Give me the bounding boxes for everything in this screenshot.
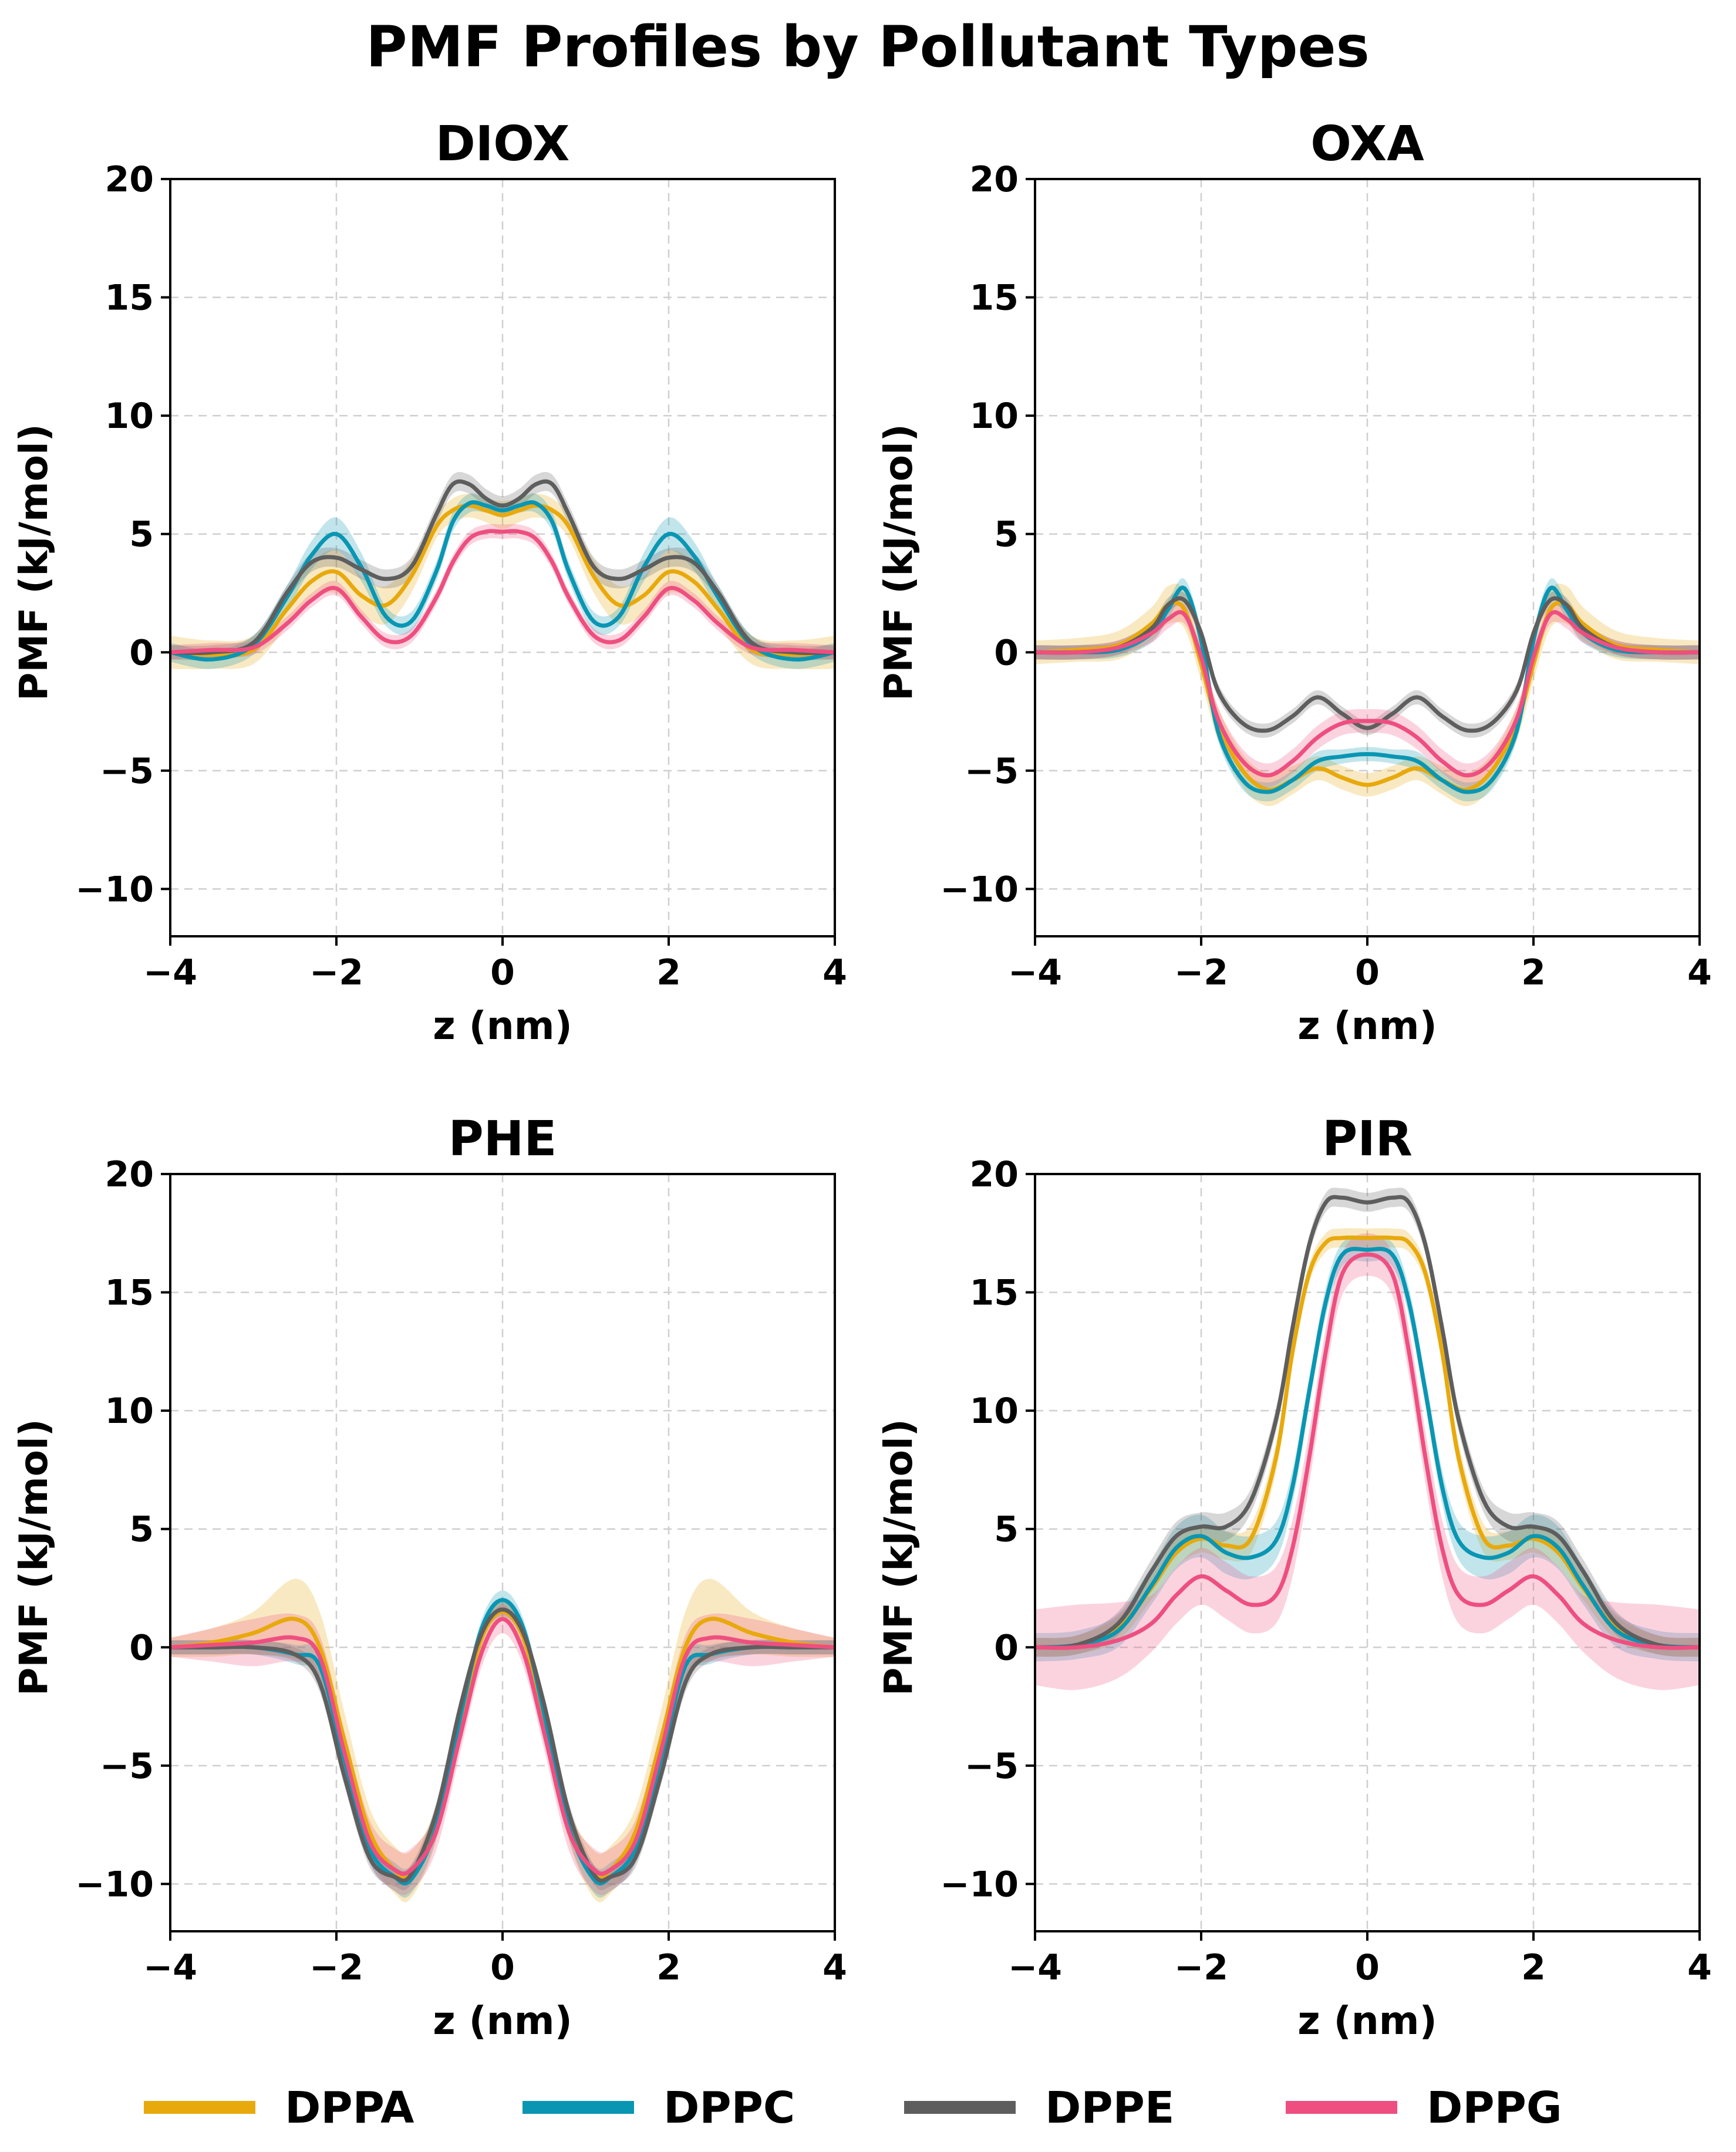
line-dppg: [170, 1617, 835, 1876]
y-tick-label: 10: [970, 396, 1019, 437]
line-dppc: [170, 1598, 835, 1885]
line-dppa: [170, 1610, 835, 1880]
x-tick-label: 2: [656, 952, 681, 993]
x-tick-label: 2: [1521, 952, 1546, 993]
line-dppa: [170, 503, 835, 657]
line-dppe: [1035, 596, 1700, 733]
y-tick-label: 5: [994, 1509, 1019, 1550]
x-tick-label: 2: [1521, 1947, 1546, 1988]
y-tick-label: 0: [129, 1627, 154, 1668]
legend-item-dppa: DPPA: [144, 2083, 414, 2133]
x-tick-label: 0: [1355, 1947, 1380, 1988]
panel-oxa: −4 −2 0 2 4 −10 −5 0 5 10 15 20 OXA z (nm) PMF (kJ/mol…: [876, 116, 1712, 1048]
figure-title: PMF Profiles by Pollutant Types: [366, 14, 1369, 80]
y-tick-label: −10: [75, 1864, 154, 1905]
y-tick-label: 15: [970, 278, 1019, 319]
line-dppg: [1035, 1252, 1700, 1650]
grid: [1034, 178, 1701, 936]
panel-title: PHE: [449, 1111, 557, 1167]
band-dppg: [170, 1604, 835, 1895]
y-axis-label: PMF (kJ/mol): [876, 424, 921, 701]
panel-title: DIOX: [436, 116, 570, 172]
y-tick-label: −5: [965, 1746, 1019, 1787]
line-dppe: [170, 1607, 835, 1883]
y-tick-label: 20: [105, 159, 154, 200]
y-tick-label: 5: [129, 1509, 154, 1550]
x-tick-label: −2: [309, 952, 363, 993]
panel-diox: −4 −2 0 2 4 −10 −5 0 5 10 15 20 DIOX z (nm) PMF (kJ/mo…: [11, 116, 847, 1048]
line-dppe: [1035, 1195, 1700, 1650]
x-tick-label: 4: [1687, 952, 1712, 993]
band-dppa: [1035, 1228, 1700, 1657]
panel-title: PIR: [1322, 1111, 1413, 1167]
grid: [169, 178, 836, 936]
y-tick-label: 5: [129, 514, 154, 555]
y-tick-label: 0: [994, 632, 1019, 673]
x-tick-label: −2: [1174, 952, 1228, 993]
x-tick-label: 4: [823, 952, 847, 993]
y-tick-label: −5: [100, 1746, 154, 1787]
band-dppc: [1035, 1237, 1700, 1662]
y-tick-label: 10: [970, 1391, 1019, 1432]
y-tick-label: −5: [100, 751, 154, 792]
legend-item-dppc: DPPC: [523, 2083, 795, 2133]
y-tick-label: 0: [994, 1627, 1019, 1668]
panel-phe: −4 −2 0 2 4 −10 −5 0 5 10 15 20 PHE z (nm) PMF (kJ/mol…: [11, 1111, 847, 2043]
grid: [1034, 1173, 1701, 1931]
legend-item-dppe: DPPE: [904, 2083, 1174, 2133]
y-tick-label: 20: [105, 1154, 154, 1195]
legend-label: DPPG: [1427, 2083, 1562, 2133]
y-axis-label: PMF (kJ/mol): [11, 1419, 56, 1696]
band-dppc: [170, 493, 835, 669]
legend: DPPA DPPC DPPE DPPG: [144, 2083, 1562, 2133]
band-dppg: [170, 524, 835, 660]
x-tick-label: 0: [490, 952, 515, 993]
legend-label: DPPA: [285, 2083, 414, 2133]
grid: [169, 1173, 836, 1931]
panel-title: OXA: [1310, 116, 1424, 172]
x-tick-label: −2: [1174, 1947, 1228, 1988]
y-tick-label: −5: [965, 751, 1019, 792]
line-dppg: [170, 529, 835, 655]
x-axis-label: z (nm): [1297, 1998, 1437, 2043]
y-tick-label: −10: [75, 869, 154, 910]
y-axis-label: PMF (kJ/mol): [11, 424, 56, 701]
y-tick-label: −10: [940, 1864, 1019, 1905]
legend-item-dppg: DPPG: [1286, 2083, 1562, 2133]
x-axis-label: z (nm): [433, 1998, 572, 2043]
y-tick-label: 15: [105, 1273, 154, 1314]
y-tick-label: 10: [105, 396, 154, 437]
x-tick-label: 4: [1687, 1947, 1712, 1988]
y-axis-label: PMF (kJ/mol): [876, 1419, 921, 1696]
line-dppe: [170, 479, 835, 655]
x-tick-label: −4: [1008, 952, 1062, 993]
legend-label: DPPE: [1045, 2083, 1174, 2133]
line-dppc: [1035, 1247, 1700, 1650]
x-axis-label: z (nm): [1297, 1003, 1437, 1048]
line-dppa: [1035, 1235, 1700, 1650]
x-tick-label: −4: [143, 952, 197, 993]
x-tick-label: −2: [309, 1947, 363, 1988]
y-tick-label: 15: [105, 278, 154, 319]
y-tick-label: 10: [105, 1391, 154, 1432]
y-tick-label: −10: [940, 869, 1019, 910]
legend-label: DPPC: [663, 2083, 795, 2133]
y-tick-label: 20: [970, 1154, 1019, 1195]
x-tick-label: 4: [823, 1947, 847, 1988]
x-axis-label: z (nm): [433, 1003, 572, 1048]
y-tick-label: 15: [970, 1273, 1019, 1314]
x-tick-label: −4: [143, 1947, 197, 1988]
line-dppg: [1035, 610, 1700, 778]
x-tick-label: 0: [490, 1947, 515, 1988]
y-tick-label: 20: [970, 159, 1019, 200]
panel-pir: −4 −2 0 2 4 −10 −5 0 5 10 15 20 PIR z (nm) PMF (kJ/mol…: [876, 1111, 1712, 2043]
x-tick-label: 0: [1355, 952, 1380, 993]
line-dppc: [170, 500, 835, 662]
x-tick-label: 2: [656, 1947, 681, 1988]
y-tick-label: 0: [129, 632, 154, 673]
x-tick-label: −4: [1008, 1947, 1062, 1988]
y-tick-label: 5: [994, 514, 1019, 555]
